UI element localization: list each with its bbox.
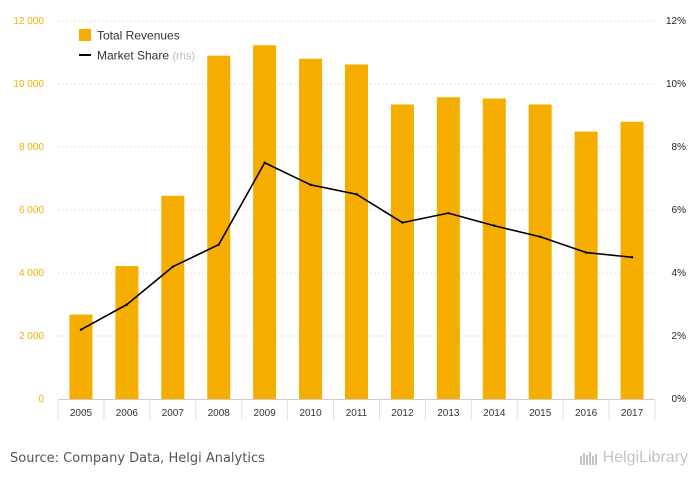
chart-area: 0 2 000 4 000 6 000 8 000 10 000 12 000 0% 2% 4% 6…: [13, 16, 687, 420]
point-market-share: [79, 328, 83, 331]
bar-total-revenues: [528, 104, 552, 399]
bar-total-revenues: [390, 104, 414, 399]
x-tick-label: 2016: [575, 408, 598, 419]
x-tick-label: 2009: [254, 408, 277, 419]
right-tick-label: 2%: [672, 331, 687, 342]
point-market-share: [538, 235, 542, 238]
point-market-share: [355, 193, 358, 196]
legend-swatch-total-revenues: [79, 29, 91, 41]
x-tick-label: 2014: [483, 408, 506, 419]
bar-total-revenues: [299, 58, 323, 400]
x-tick-label: 2010: [299, 408, 322, 419]
point-market-share: [630, 256, 634, 259]
right-tick-label: 6%: [672, 205, 687, 216]
point-market-share: [217, 243, 220, 246]
legend-label-total-revenues: Total Revenues: [97, 29, 180, 43]
point-market-share: [309, 183, 312, 186]
bar-total-revenues: [115, 266, 139, 399]
point-market-share: [401, 221, 404, 224]
legend-rhs-note: (rhs): [172, 51, 195, 63]
x-tick-label: 2015: [529, 408, 552, 419]
point-market-share: [125, 303, 129, 306]
left-tick-label: 12 000: [13, 16, 44, 27]
x-tick-label: 2006: [116, 408, 139, 419]
bar-total-revenues: [620, 121, 644, 400]
point-market-share: [171, 265, 175, 268]
bar-total-revenues: [345, 64, 368, 399]
bar-total-revenues: [161, 195, 185, 399]
bar-total-revenues: [69, 314, 93, 399]
x-tick-label: 2017: [621, 408, 644, 419]
legend-label-market-share: Market Share (rhs): [97, 49, 195, 63]
left-tick-label: 4 000: [19, 268, 44, 279]
right-tick-label: 12%: [666, 16, 686, 27]
x-tick-label: 2012: [391, 408, 414, 419]
left-tick-label: 0: [38, 394, 44, 405]
point-market-share: [584, 251, 588, 254]
bar-total-revenues: [253, 45, 277, 399]
brand-name: HelgiLibrary: [602, 449, 688, 466]
left-tick-label: 10 000: [13, 79, 44, 90]
right-tick-label: 0%: [672, 394, 687, 405]
right-tick-label: 10%: [666, 79, 686, 90]
bar-total-revenues: [482, 98, 506, 400]
bar-total-revenues: [574, 131, 598, 399]
point-market-share: [263, 161, 266, 164]
x-tick-label: 2008: [208, 408, 231, 419]
legend-series-name: Market Share: [97, 49, 172, 63]
source-note: Source: Company Data, Helgi Analytics: [10, 451, 265, 466]
right-tick-label: 8%: [672, 142, 687, 153]
left-tick-label: 8 000: [19, 142, 44, 153]
x-tick-label: 2013: [437, 408, 460, 419]
right-tick-label: 4%: [672, 268, 687, 279]
point-market-share: [493, 224, 496, 227]
x-tick-label: 2011: [346, 408, 368, 419]
x-tick-label: 2007: [162, 408, 185, 419]
brand-logo: HelgiLibrary: [579, 449, 688, 467]
left-tick-label: 6 000: [19, 205, 44, 216]
point-market-share: [447, 211, 450, 215]
bar-total-revenues: [436, 97, 460, 399]
x-tick-label: 2005: [70, 408, 93, 419]
library-icon: [579, 450, 599, 466]
left-tick-label: 2 000: [19, 331, 44, 342]
bar-total-revenues: [207, 55, 231, 400]
